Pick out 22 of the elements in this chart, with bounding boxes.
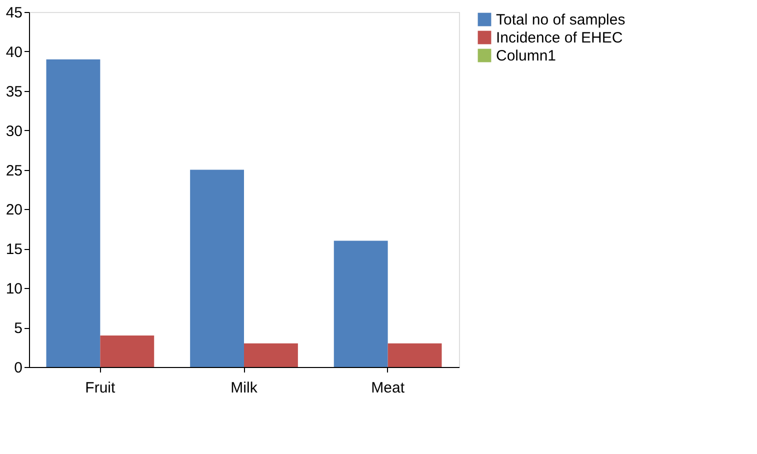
legend-label: Total no of samples [496,12,626,28]
x-tick-label: Fruit [85,380,116,396]
bar [244,343,298,367]
y-tick-label: 25 [6,162,22,180]
y-tick-label: 35 [6,83,22,100]
y-tick-label: 10 [6,280,22,298]
x-tick-label: Milk [230,380,258,396]
bar [190,170,244,367]
y-tick-label: 30 [6,122,22,140]
y-tick-label: 5 [14,320,22,338]
legend-label: Column1 [496,48,556,64]
bar [100,335,154,367]
y-tick-label: 20 [6,202,22,219]
bar [334,240,388,367]
bar [46,59,100,367]
y-tick-label: 45 [6,4,22,22]
y-tick-label: 0 [14,360,22,376]
y-tick-label: 15 [6,241,22,258]
x-tick-label: Meat [371,380,406,396]
bar [388,343,442,367]
y-tick-label: 40 [6,44,22,61]
legend-label: Incidence of EHEC [496,30,623,46]
